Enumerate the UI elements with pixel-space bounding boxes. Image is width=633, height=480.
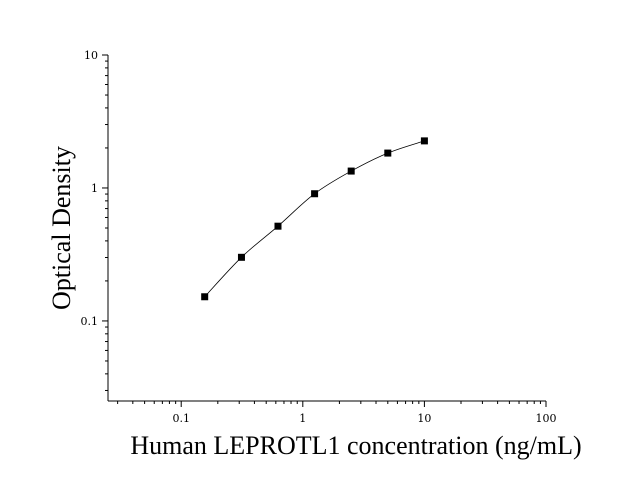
data-point — [347, 167, 355, 175]
data-point — [237, 253, 245, 261]
data-point — [311, 190, 319, 198]
x-tick-label: 1 — [299, 412, 306, 425]
fitted-curve — [204, 140, 425, 298]
data-point — [384, 149, 392, 157]
y-axis-title: Optical Density — [47, 146, 76, 310]
data-point — [420, 137, 428, 145]
y-tick-label: 1 — [91, 182, 98, 195]
x-tick-label: 100 — [536, 412, 557, 425]
tick-labels: 0.1 1 10 100 0.1 1 10 — [81, 49, 557, 425]
ticks — [102, 54, 547, 407]
data-point — [274, 222, 282, 230]
y-tick-label: 0.1 — [81, 315, 99, 328]
data-point — [201, 293, 209, 301]
x-axis-title: Human LEPROTL1 concentration (ng/mL) — [130, 431, 581, 460]
data-points — [201, 137, 428, 301]
y-tick-label: 10 — [84, 49, 98, 62]
x-tick-label: 0.1 — [172, 412, 190, 425]
x-tick-label: 10 — [417, 412, 431, 425]
axes — [107, 55, 546, 402]
